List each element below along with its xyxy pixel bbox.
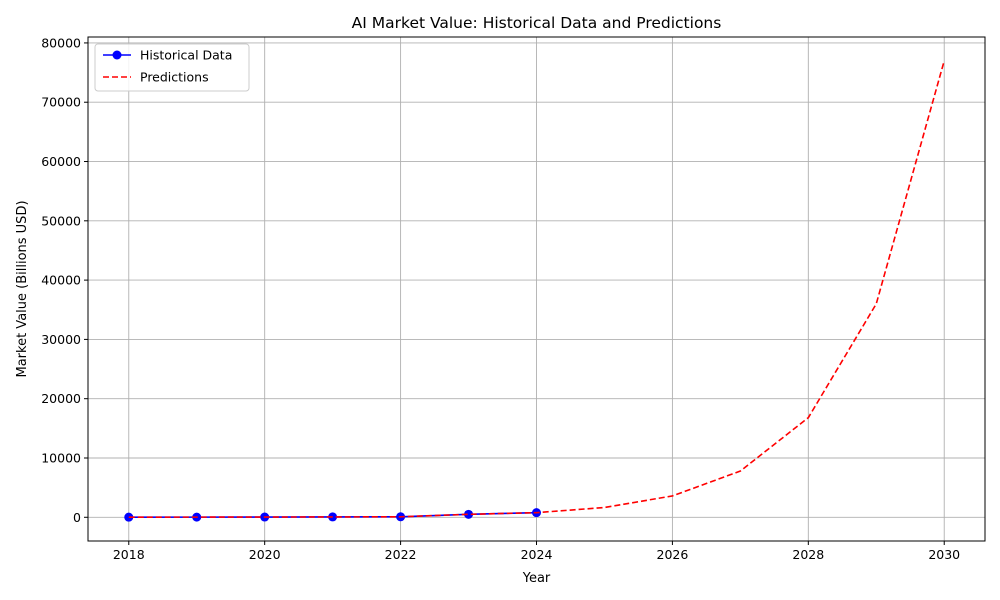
y-tick-label: 40000 — [41, 273, 81, 288]
x-axis-label: Year — [522, 571, 551, 586]
x-tick-label: 2028 — [792, 547, 824, 562]
x-tick-label: 2018 — [113, 547, 145, 562]
grid — [88, 37, 985, 541]
chart-title: AI Market Value: Historical Data and Pre… — [352, 14, 722, 32]
y-tick-label: 60000 — [41, 154, 81, 169]
y-tick-label: 0 — [73, 510, 81, 525]
series-layer — [124, 60, 945, 522]
legend-predictions-label: Predictions — [140, 70, 209, 85]
x-tick-label: 2022 — [385, 547, 417, 562]
legend-historical-marker — [112, 50, 122, 60]
y-tick-label: 10000 — [41, 450, 81, 465]
legend: Historical Data Predictions — [94, 43, 250, 92]
historical-data-point — [464, 509, 474, 519]
x-tick-label: 2030 — [928, 547, 960, 562]
y-tick-label: 50000 — [41, 213, 81, 228]
y-tick-label: 30000 — [41, 332, 81, 347]
y-tick-label: 80000 — [41, 35, 81, 50]
y-axis-label: Market Value (Billions USD) — [15, 200, 30, 377]
x-tick-label: 2020 — [249, 547, 281, 562]
legend-historical-label: Historical Data — [140, 48, 232, 63]
x-tick-label: 2026 — [657, 547, 689, 562]
predictions-line — [128, 60, 945, 518]
axis-ticks: 2018 2020 2022 2024 2026 2028 2030 0 10000 20000 3… — [41, 35, 960, 562]
y-tick-label: 20000 — [41, 391, 81, 406]
legend-box — [94, 43, 250, 92]
x-tick-label: 2024 — [521, 547, 553, 562]
y-tick-label: 70000 — [41, 95, 81, 110]
